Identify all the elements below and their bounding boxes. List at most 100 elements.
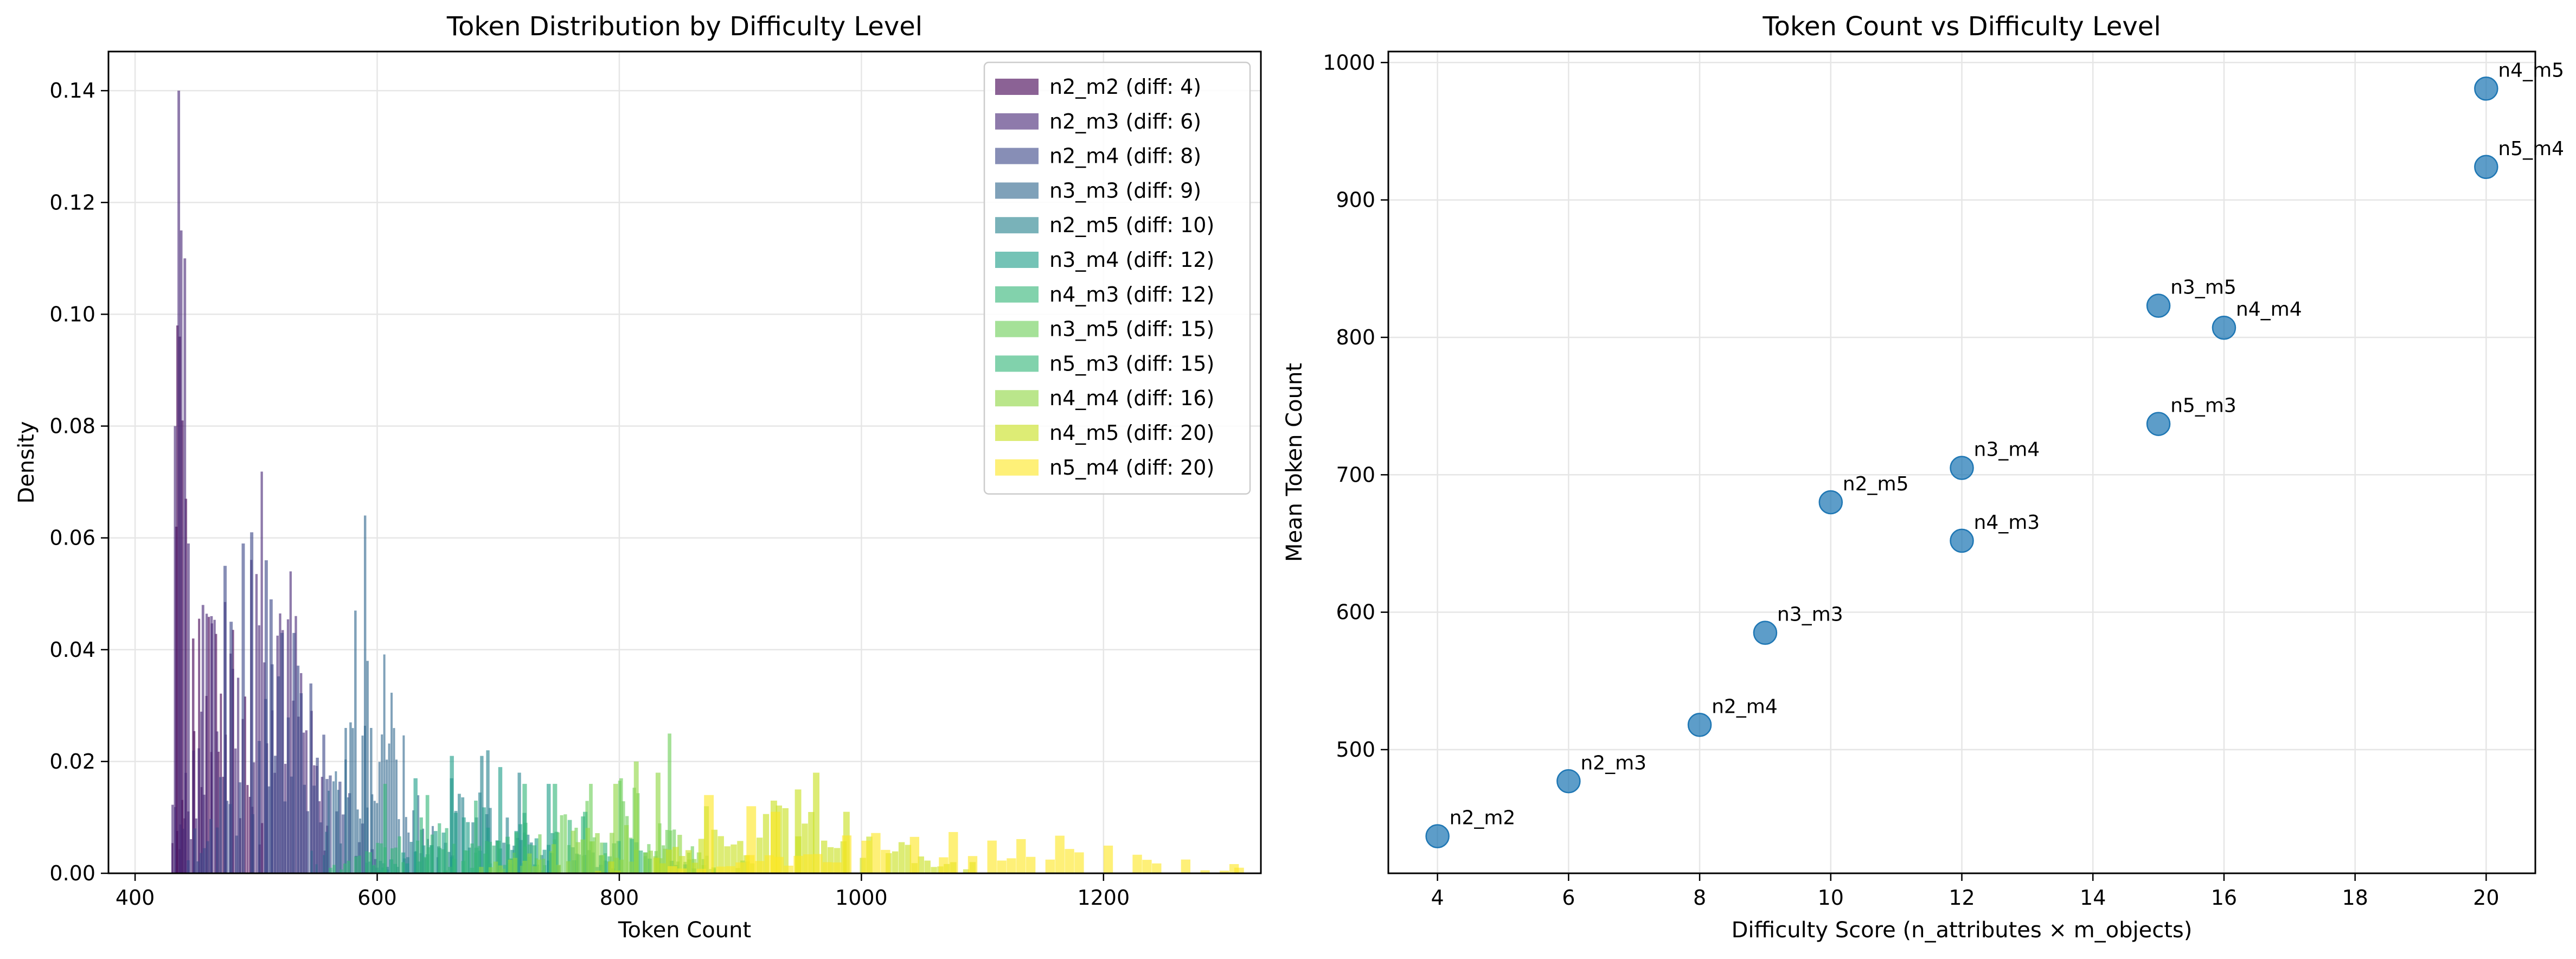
histogram-bar bbox=[832, 862, 842, 873]
histogram-bar bbox=[305, 730, 308, 873]
histogram-bar bbox=[177, 91, 181, 874]
histogram-bar bbox=[200, 712, 203, 873]
histogram-bar bbox=[567, 820, 572, 873]
histogram-bar bbox=[376, 842, 380, 873]
histogram-bar bbox=[997, 860, 1007, 873]
histogram-bar bbox=[551, 844, 556, 873]
scatter-y-axis-label: Mean Token Count bbox=[1282, 363, 1307, 562]
histogram-bar bbox=[918, 856, 924, 873]
histogram-bar bbox=[590, 841, 595, 873]
scatter-point bbox=[1950, 456, 1974, 480]
histogram-bar bbox=[1026, 856, 1036, 873]
histogram-bar bbox=[793, 855, 803, 873]
histogram-bar bbox=[219, 777, 222, 873]
legend-swatch bbox=[995, 148, 1039, 164]
histogram-bar bbox=[322, 734, 325, 873]
legend-entry-label: n2_m5 (diff: 10) bbox=[1049, 213, 1214, 237]
histogram-bar bbox=[215, 827, 219, 873]
histogram-bar bbox=[630, 839, 634, 873]
histogram-bar bbox=[342, 814, 345, 873]
histogram-series bbox=[187, 532, 377, 873]
histogram-bar bbox=[1016, 839, 1026, 873]
histogram-bar bbox=[447, 852, 451, 873]
histogram-bar bbox=[381, 867, 385, 873]
histogram-bar bbox=[372, 865, 376, 873]
histogram-y-tick-label: 0.02 bbox=[49, 750, 95, 773]
histogram-bar bbox=[394, 847, 398, 873]
histogram-bar bbox=[234, 748, 237, 873]
histogram-bar bbox=[405, 863, 409, 873]
histogram-bar bbox=[210, 616, 213, 873]
histogram-x-tick-label: 1200 bbox=[1077, 886, 1130, 910]
histogram-bar bbox=[200, 853, 203, 873]
histogram-bar bbox=[967, 856, 978, 873]
histogram-bar bbox=[963, 869, 970, 873]
histogram-y-tick-label: 0.00 bbox=[49, 861, 95, 885]
histogram-bar bbox=[834, 848, 841, 873]
histogram-bar bbox=[522, 860, 527, 873]
histogram-y-axis-label: Density bbox=[14, 421, 39, 503]
histogram-bar bbox=[808, 811, 815, 873]
histogram-bar bbox=[289, 571, 292, 873]
histogram-bar bbox=[299, 693, 303, 873]
histogram-bar bbox=[1142, 860, 1152, 873]
histogram-bar bbox=[1220, 871, 1229, 873]
histogram-bar bbox=[575, 842, 581, 873]
histogram-x-ticks: 400 600 800 1000 1200 bbox=[116, 873, 1130, 910]
scatter-point-label: n2_m2 bbox=[1450, 807, 1516, 829]
histogram-bar bbox=[222, 777, 225, 873]
histogram-bar bbox=[633, 761, 639, 873]
histogram-bar bbox=[711, 829, 718, 873]
histogram-bar bbox=[537, 859, 542, 873]
histogram-bar bbox=[236, 677, 240, 873]
histogram-bar bbox=[716, 866, 726, 873]
histogram-bar bbox=[445, 828, 448, 873]
histogram-bar bbox=[474, 801, 478, 873]
histogram-bar bbox=[488, 841, 492, 873]
histogram-bar bbox=[343, 863, 347, 873]
legend-swatch bbox=[995, 425, 1039, 441]
scatter-point-label: n2_m3 bbox=[1580, 752, 1646, 774]
histogram-bar bbox=[638, 851, 643, 873]
scatter-point-label: n3_m5 bbox=[2170, 277, 2237, 299]
histogram-bar bbox=[197, 748, 200, 873]
histogram-bar bbox=[388, 743, 390, 873]
histogram-bar bbox=[624, 825, 629, 873]
histogram-bar bbox=[180, 230, 183, 874]
histogram-bar bbox=[325, 832, 328, 873]
scatter-points: n2_m2 n2_m3 n2_m4 n3_m3 n2_m5 n3_m4 n4_m3 n3_m5… bbox=[1425, 59, 2564, 848]
scatter-point-label: n5_m4 bbox=[2498, 138, 2564, 160]
scatter-point bbox=[1950, 528, 1974, 553]
histogram-bar bbox=[478, 792, 482, 873]
scatter-x-tick-label: 12 bbox=[1949, 886, 1975, 910]
histogram-bars bbox=[171, 91, 1244, 874]
histogram-bar bbox=[269, 599, 273, 873]
histogram-bar bbox=[653, 858, 659, 873]
legend-swatch bbox=[995, 113, 1039, 130]
histogram-bar bbox=[337, 790, 339, 873]
scatter-point bbox=[1753, 621, 1778, 645]
scatter-point bbox=[1556, 769, 1581, 794]
histogram-bar bbox=[356, 809, 359, 873]
histogram-bar bbox=[294, 616, 297, 873]
scatter-x-tick-label: 6 bbox=[1562, 886, 1575, 910]
histogram-bar bbox=[583, 811, 588, 873]
histogram-bar bbox=[453, 813, 458, 873]
histogram-bar bbox=[383, 784, 387, 873]
histogram-bar bbox=[417, 795, 420, 873]
histogram-bar bbox=[323, 855, 325, 873]
histogram-bar bbox=[430, 834, 434, 873]
scatter-point-label: n2_m4 bbox=[1712, 695, 1778, 718]
histogram-bar bbox=[368, 852, 373, 873]
histogram-bar bbox=[225, 801, 229, 873]
histogram-bar bbox=[762, 814, 770, 873]
histogram-bar bbox=[338, 782, 342, 873]
histogram-bar bbox=[381, 734, 383, 873]
histogram-bar bbox=[813, 854, 823, 873]
scatter-y-tick-label: 600 bbox=[1336, 600, 1375, 624]
histogram-y-tick-label: 0.14 bbox=[49, 79, 95, 103]
histogram-bar bbox=[782, 808, 789, 873]
histogram-legend: n2_m2 (diff: 4) n2_m3 (diff: 6) n2_m4 (dif… bbox=[983, 61, 1251, 495]
histogram-bar bbox=[383, 654, 386, 873]
